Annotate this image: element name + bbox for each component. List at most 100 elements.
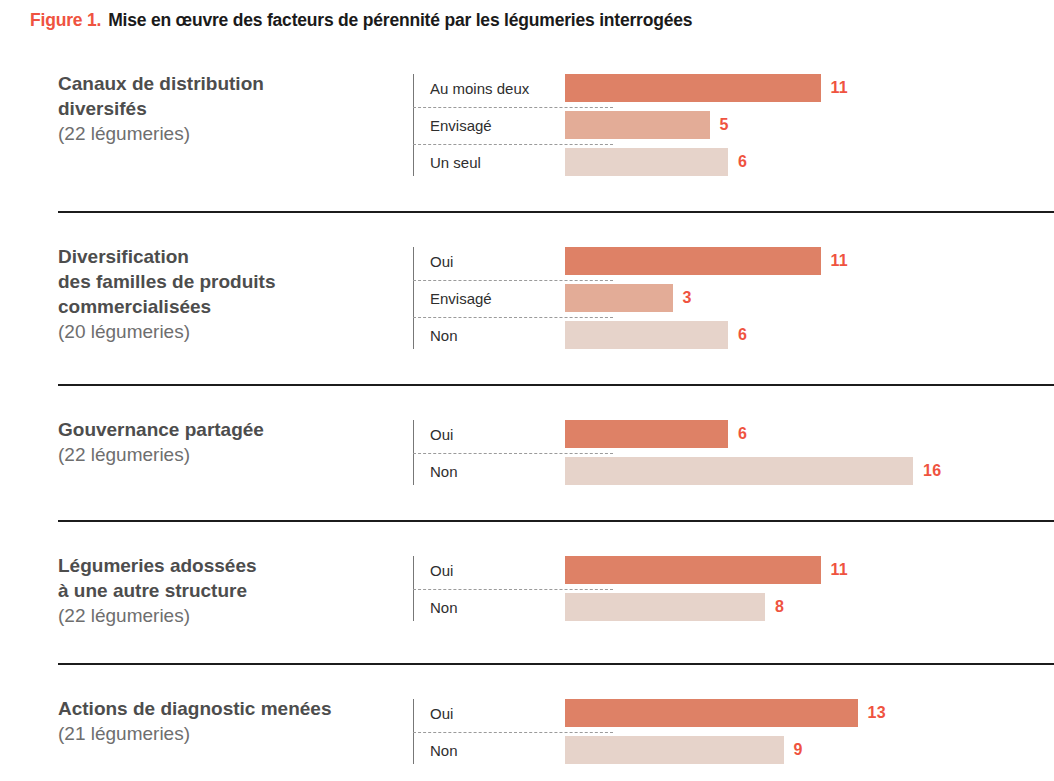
category-label: Un seul [430,154,565,171]
group-sample-size: (20 légumeries) [58,319,389,344]
group-title: Gouvernance partagée [58,417,389,442]
group-sample-size: (22 légumeries) [58,121,389,146]
bar-value-label: 6 [738,326,747,344]
bar-value-label: 3 [683,289,692,307]
group-title-line: Gouvernance partagée [58,417,389,442]
bar-row: Envisagé 5 [430,111,1054,139]
section-divider [58,211,1054,213]
bar [565,321,728,349]
group-label: Gouvernance partagée (22 légumeries) [58,417,413,467]
bar-value-label: 5 [720,116,729,134]
bar-zone: 11 [565,556,848,584]
chart-group: Gouvernance partagée (22 légumeries) Oui… [58,420,1054,485]
bar-zone: 13 [565,699,886,727]
bar-row: Oui 6 [430,420,1054,448]
bar [565,74,821,102]
bar-row: Non 16 [430,457,1054,485]
category-label: Envisagé [430,290,565,307]
category-label: Non [430,327,565,344]
bar-zone: 8 [565,593,784,621]
category-label: Non [430,742,565,759]
bar-zone: 16 [565,457,941,485]
bar-zone: 6 [565,148,747,176]
bar-row: Oui 11 [430,247,1054,275]
bar-value-label: 8 [775,598,784,616]
bar-zone: 6 [565,420,747,448]
bar [565,699,858,727]
group-sample-size: (22 légumeries) [58,442,389,467]
bar-value-label: 6 [738,425,747,443]
group-title-line: diversifés [58,96,389,121]
chart-group: Légumeries adosséesà une autre structure… [58,556,1054,628]
chart-group: Actions de diagnostic menées (21 légumer… [58,699,1054,764]
bar-value-label: 11 [831,561,849,579]
section-divider [58,663,1054,665]
group-rows: Oui 6 Non 16 [413,420,1054,485]
group-title-line: Diversification [58,244,389,269]
chart-group: Diversificationdes familles de produitsc… [58,247,1054,349]
bar-value-label: 6 [738,153,747,171]
group-title: Légumeries adosséesà une autre structure [58,553,389,603]
bar [565,247,821,275]
chart-group: Canaux de distributiondiversifés (22 lég… [58,74,1054,176]
bar-zone: 3 [565,284,692,312]
category-label: Oui [430,705,565,722]
group-label: Légumeries adosséesà une autre structure… [58,553,413,628]
group-label: Actions de diagnostic menées (21 légumer… [58,696,413,746]
group-rows: Oui 13 Non 9 [413,699,1054,764]
category-label: Oui [430,426,565,443]
group-title-line: Légumeries adossées [58,553,389,578]
bar-value-label: 11 [831,79,849,97]
bar-zone: 5 [565,111,729,139]
bar-row: Non 8 [430,593,1054,621]
category-label: Non [430,599,565,616]
bar [565,457,913,485]
bar-chart: Canaux de distributiondiversifés (22 lég… [0,74,1054,764]
bar-value-label: 13 [868,704,886,722]
bar-zone: 11 [565,74,848,102]
bar-zone: 11 [565,247,848,275]
group-title: Diversificationdes familles de produitsc… [58,244,389,319]
bar-zone: 9 [565,736,803,764]
bar-value-label: 9 [794,741,803,759]
group-rows: Au moins deux 11 Envisagé 5 Un seul 6 [413,74,1054,176]
bar [565,736,784,764]
section-divider [58,520,1054,522]
group-title-line: commercialisées [58,294,389,319]
bar-row: Oui 13 [430,699,1054,727]
bar-row: Oui 11 [430,556,1054,584]
bar [565,111,710,139]
group-title-line: à une autre structure [58,578,389,603]
group-title: Canaux de distributiondiversifés [58,71,389,121]
bar-row: Un seul 6 [430,148,1054,176]
figure-number-label: Figure 1. [30,10,101,30]
group-title-line: Canaux de distribution [58,71,389,96]
category-label: Envisagé [430,117,565,134]
group-label: Diversificationdes familles de produitsc… [58,244,413,344]
group-sample-size: (22 légumeries) [58,603,389,628]
group-rows: Oui 11 Envisagé 3 Non 6 [413,247,1054,349]
group-title-line: des familles de produits [58,269,389,294]
group-rows: Oui 11 Non 8 [413,556,1054,621]
bar [565,148,728,176]
category-label: Oui [430,253,565,270]
figure-title-text: Mise en œuvre des facteurs de pérennité … [108,10,692,30]
group-title-line: Actions de diagnostic menées [58,696,389,721]
group-sample-size: (21 légumeries) [58,721,389,746]
bar-value-label: 11 [831,252,849,270]
bar [565,556,821,584]
bar-zone: 6 [565,321,747,349]
group-label: Canaux de distributiondiversifés (22 lég… [58,71,413,146]
section-divider [58,384,1054,386]
category-label: Non [430,463,565,480]
bar [565,284,673,312]
bar-value-label: 16 [923,462,941,480]
category-label: Au moins deux [430,80,565,97]
bar-row: Non 9 [430,736,1054,764]
bar-row: Envisagé 3 [430,284,1054,312]
group-title: Actions de diagnostic menées [58,696,389,721]
category-label: Oui [430,562,565,579]
figure-title: Figure 1. Mise en œuvre des facteurs de p… [30,10,1054,31]
figure-page: Figure 1. Mise en œuvre des facteurs de p… [0,10,1054,764]
bar-row: Non 6 [430,321,1054,349]
